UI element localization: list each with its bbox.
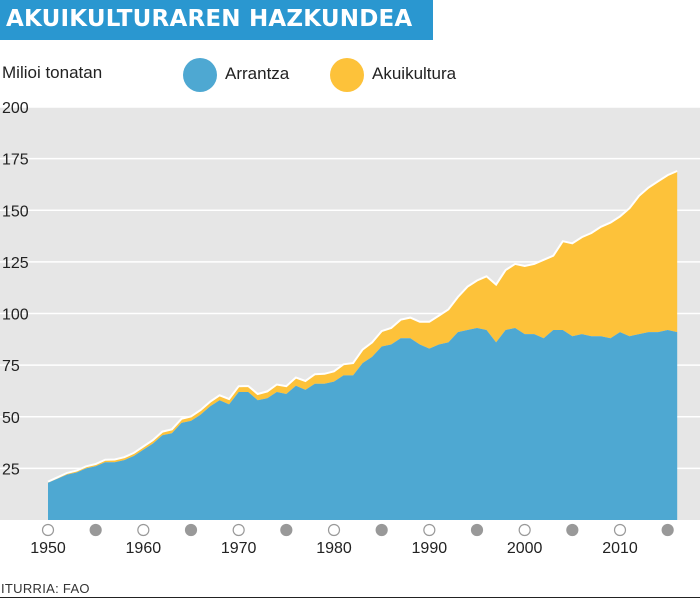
x-axis-marker — [280, 523, 293, 537]
legend-label-arrantza: Arrantza — [225, 64, 290, 83]
legend-label-akuikultura: Akuikultura — [372, 64, 457, 83]
area-chart: 25 50 75 100 125 150 175 200 1950 1960 1970 1980 199… — [0, 100, 700, 557]
x-axis-marker — [41, 523, 55, 537]
x-tick-label: 1990 — [412, 540, 448, 557]
x-tick-label: 1960 — [126, 540, 162, 557]
y-tick-label: 75 — [2, 358, 20, 375]
x-axis-marker — [566, 523, 579, 537]
x-tick-label: 1950 — [30, 540, 66, 557]
x-axis-marker — [613, 523, 627, 537]
x-axis-marker — [232, 523, 245, 537]
y-axis-unit-label: Milioi tonatan — [2, 63, 103, 82]
x-axis-marker — [518, 523, 531, 537]
x-axis-marker — [89, 523, 102, 537]
x-axis-marker — [327, 523, 341, 537]
x-axis-marker — [137, 523, 150, 537]
y-tick-label: 25 — [2, 461, 20, 478]
x-axis-marker — [184, 523, 198, 537]
x-tick-label: 2000 — [507, 540, 543, 557]
x-axis-marker — [470, 523, 484, 537]
legend-swatch-akuikultura — [330, 58, 364, 92]
series-akuikultura-area — [48, 171, 678, 483]
y-tick-label: 125 — [2, 255, 29, 272]
y-tick-label: 150 — [2, 203, 29, 220]
y-tick-label: 50 — [2, 410, 20, 427]
total-outline — [47, 170, 678, 483]
legend-swatch-arrantza — [183, 58, 217, 92]
y-tick-label: 175 — [2, 152, 29, 169]
title-bar: AKUIKULTURAREN HAZKUNDEA — [0, 0, 433, 40]
y-tick-label: 100 — [2, 307, 29, 324]
y-tick-label: 200 — [2, 100, 29, 117]
series-arrantza-area — [48, 328, 678, 520]
x-tick-label: 1980 — [316, 540, 352, 557]
x-axis-marker — [423, 523, 436, 537]
bottom-rule — [0, 597, 700, 598]
source-note: ITURRIA: FAO — [1, 581, 90, 596]
x-axis-marker — [375, 523, 388, 537]
chart-title: AKUIKULTURAREN HAZKUNDEA — [6, 6, 413, 32]
x-tick-label: 1970 — [221, 540, 257, 557]
x-tick-label: 2010 — [602, 540, 638, 557]
x-axis-marker — [661, 523, 674, 537]
